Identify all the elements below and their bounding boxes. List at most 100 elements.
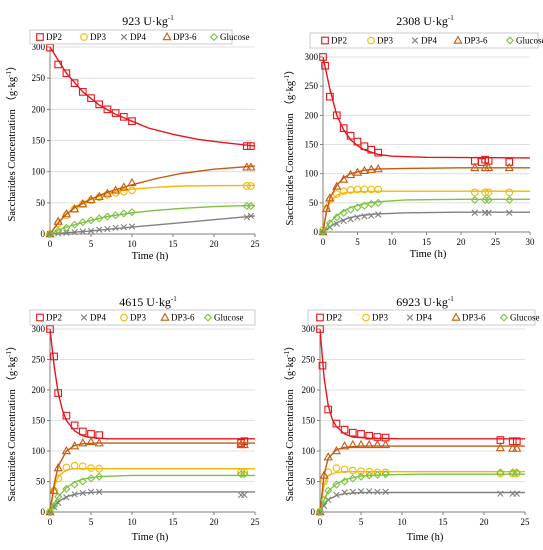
data-point: [353, 137, 362, 146]
y-tick-label: 50: [306, 477, 316, 487]
legend-label: Glucose: [516, 36, 543, 46]
y-tick-label: 300: [32, 324, 46, 334]
legend-marker: [36, 313, 44, 322]
data-point: [505, 188, 514, 197]
fit-line: [50, 215, 255, 234]
data-point: [339, 441, 350, 450]
y-axis-label: Saccharides Concentration （g·kg-1）: [5, 341, 18, 502]
data-point: [356, 439, 366, 449]
data-point: [46, 325, 54, 333]
y-tick-label: 50: [36, 477, 46, 487]
legend-marker: [36, 33, 44, 41]
data-point: [86, 474, 96, 483]
series-dp2: [46, 325, 255, 447]
chart-title-main: 6923 U·kg: [396, 295, 448, 309]
x-tick-label: 25: [251, 517, 261, 527]
data-point: [345, 169, 356, 179]
data-point: [481, 188, 490, 197]
y-tick-label: 50: [36, 198, 46, 208]
data-point: [332, 181, 342, 190]
legend-label: DP2: [46, 32, 62, 42]
data-point: [103, 105, 112, 114]
data-point: [360, 201, 369, 210]
data-point: [243, 213, 250, 221]
data-point: [78, 199, 88, 208]
x-tick-label: 20: [210, 517, 220, 527]
legend-label: Glucose: [510, 313, 540, 323]
x-tick-label: 0: [48, 239, 53, 249]
y-axis-label-main: Saccharides Concentration （g·kg: [284, 356, 296, 501]
y-axis-label-main: Saccharides Concentration （g·kg: [6, 76, 18, 221]
legend-marker: [120, 33, 128, 41]
data-point: [86, 216, 96, 225]
legend-marker: [120, 313, 128, 322]
fit-line: [320, 473, 525, 512]
data-point: [96, 488, 103, 496]
data-point: [119, 187, 128, 196]
data-point: [79, 228, 86, 235]
data-point: [78, 218, 87, 227]
y-tick-label: 0: [314, 227, 319, 237]
data-point: [325, 496, 332, 503]
legend-label: DP3: [372, 313, 389, 323]
data-point: [62, 463, 71, 472]
x-tick-label: 25: [251, 239, 261, 249]
data-point: [339, 208, 348, 217]
fit-line: [323, 56, 530, 159]
data-point: [512, 443, 522, 452]
y-axis-label-superscript: -1: [283, 75, 291, 81]
data-point: [366, 488, 373, 495]
data-point: [78, 438, 88, 447]
x-tick-label: 20: [210, 239, 220, 249]
series-dp4: [319, 209, 530, 236]
data-point: [374, 148, 383, 157]
x-tick-label: 15: [439, 517, 449, 527]
data-point: [242, 142, 251, 150]
x-tick-label: 30: [526, 237, 536, 247]
data-point: [49, 485, 59, 494]
data-point: [332, 464, 341, 472]
series-dp2: [46, 43, 255, 150]
data-point: [365, 431, 374, 440]
data-point: [326, 92, 334, 101]
data-point: [241, 491, 248, 499]
y-tick-label: 250: [32, 73, 46, 83]
series-dp3-6: [318, 162, 530, 236]
data-point: [340, 465, 349, 474]
data-point: [239, 439, 249, 449]
chart-title-main: 2308 U·kg: [396, 14, 448, 28]
chart-title-superscript: -1: [168, 14, 174, 22]
y-axis-label-superscript: -1: [5, 71, 13, 77]
data-point: [62, 69, 71, 78]
data-point: [319, 470, 329, 479]
data-point: [374, 185, 383, 194]
data-point: [496, 436, 505, 444]
legend-marker: [321, 36, 329, 45]
data-point: [87, 94, 95, 102]
data-point: [104, 225, 111, 233]
fit-line: [50, 328, 255, 440]
data-point: [78, 427, 87, 436]
data-point: [481, 195, 490, 204]
chart-title-superscript: -1: [448, 295, 454, 303]
data-point: [103, 212, 112, 221]
data-point: [497, 490, 504, 497]
data-point: [61, 209, 72, 218]
data-point: [333, 491, 340, 499]
x-tick-label: 10: [128, 239, 138, 249]
legend-label: DP3: [130, 313, 147, 323]
data-point: [348, 439, 358, 449]
data-point: [470, 162, 480, 172]
data-point: [127, 177, 137, 187]
legend-marker: [505, 36, 515, 45]
data-point: [381, 468, 390, 477]
series-dp4: [46, 488, 255, 516]
y-axis-label: Saccharides Concentration （g·kg-1）: [283, 65, 296, 226]
legend-marker: [203, 313, 213, 322]
legend-box: [29, 309, 256, 326]
y-tick-label: 100: [32, 446, 46, 456]
y-tick-label: 0: [41, 507, 46, 517]
legend-label: DP3: [377, 36, 394, 46]
